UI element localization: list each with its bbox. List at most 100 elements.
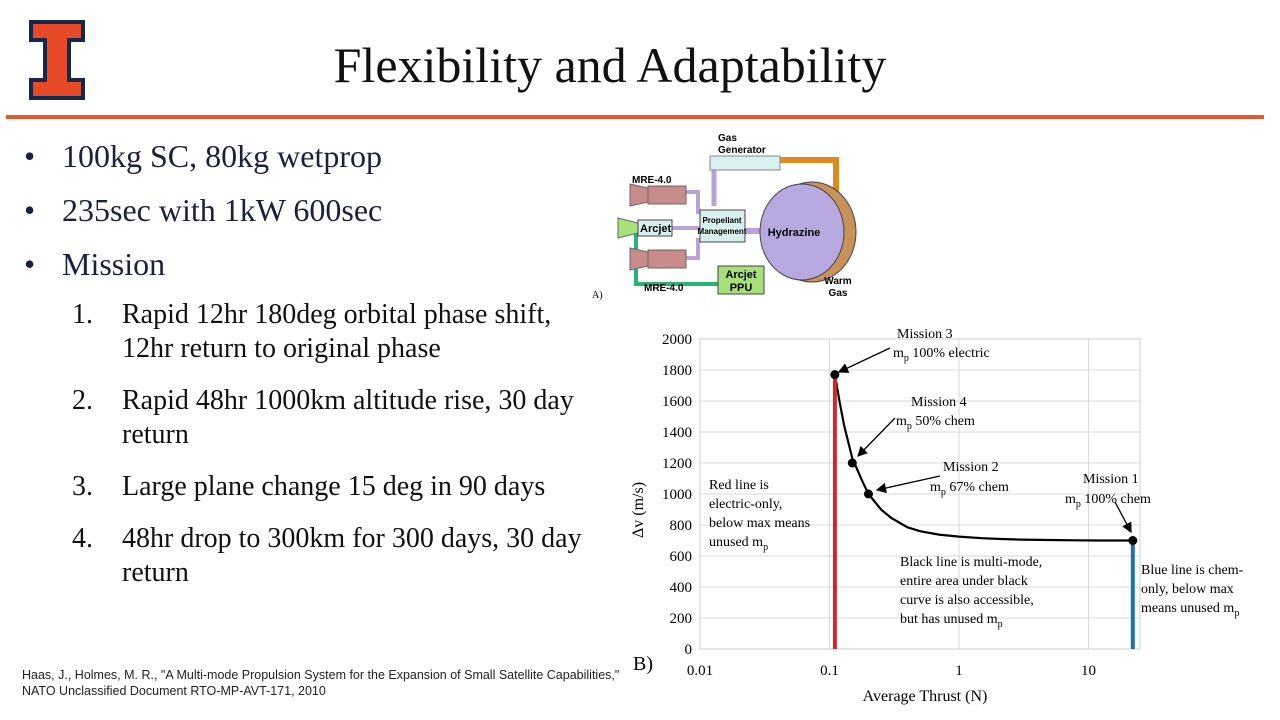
blue-line-note: Blue line is chem- only, below max means…: [1141, 563, 1244, 619]
gas-generator-label: Gas: [718, 133, 737, 144]
mission-2-detail: mp 67% chem: [930, 480, 1009, 498]
y-tick-label: 1600: [662, 394, 692, 410]
propulsion-diagram: Gas Generator MRE-4.0 Arcjet MRE-4.0 Pro…: [592, 133, 857, 301]
university-logo: [29, 20, 85, 100]
mission-point: [1128, 536, 1138, 545]
mission-text: 48hr drop to 300km for 300 days, 30 day …: [122, 523, 582, 588]
series-line-0: [833, 374, 1133, 542]
mission-number: 1.: [72, 299, 93, 330]
mission-number: 3.: [72, 471, 93, 502]
mission-3-label: Mission 3: [897, 327, 953, 342]
arrow-mission-1: [1114, 501, 1132, 534]
gas-generator-pipe: [780, 157, 839, 194]
mre-top-thruster: [647, 185, 687, 205]
mre-bottom-label: MRE-4.0: [644, 283, 684, 294]
arrow-mission-4: [857, 417, 896, 457]
svg-text:but has unused mp: but has unused mp: [900, 612, 1003, 630]
mission-4-detail: mp 50% chem: [896, 414, 975, 432]
svg-text:below max means: below max means: [709, 516, 810, 531]
y-tick-label: 0: [685, 642, 693, 658]
bullet-item: Mission: [24, 244, 594, 298]
arcjet-ppu-label: PPU: [730, 282, 753, 294]
mission-item: 3. Large plane change 15 deg in 90 days: [72, 470, 592, 504]
arcjet-label: Arcjet: [640, 223, 672, 235]
mission-text: Rapid 48hr 1000km altitude rise, 30 day …: [122, 385, 574, 450]
svg-text:unused mp: unused mp: [709, 535, 768, 553]
x-tick-label: 10: [1081, 663, 1096, 679]
svg-text:electric-only,: electric-only,: [709, 497, 782, 512]
delta-v-chart: 0 200 400 600 800 1000 1200 1400 1600 1800 2000 0.0…: [630, 327, 1244, 705]
y-tick-label: 2000: [662, 332, 692, 348]
svg-text:curve is also accessible,: curve is also accessible,: [900, 593, 1034, 608]
arrow-mission-2: [875, 475, 941, 494]
x-tick-label: 0.1: [820, 663, 839, 679]
slide-title: Flexibility and Adaptability: [333, 37, 887, 93]
propellant-management-label: Propellant: [702, 216, 741, 225]
mission-list: 1. Rapid 12hr 180deg orbital phase shift,…: [72, 298, 592, 608]
black-line-note: Black line is multi-mode, entire area un…: [900, 555, 1042, 630]
propellant-management-box: [699, 209, 746, 243]
plot-frame: [699, 338, 1141, 650]
warm-gas-label: Warm: [824, 276, 852, 287]
annotation-arrows: [837, 347, 1132, 534]
propellant-pipe-top: [711, 165, 722, 206]
red-line-note: Red line is electric-only, below max mea…: [709, 478, 810, 553]
title-divider: [6, 115, 1264, 119]
svg-text:only, below max: only, below max: [1141, 582, 1234, 597]
svg-text:entire area under black: entire area under black: [900, 574, 1028, 589]
mission-1-label: Mission 1: [1083, 472, 1139, 487]
bullet-list: 100kg SC, 80kg wetprop 235sec with 1kW 6…: [24, 136, 594, 298]
warm-gas-label: Gas: [829, 288, 848, 299]
propellant-pipe-mre-top: [686, 190, 700, 214]
arcjet-box: [637, 219, 673, 237]
mre-bottom-nozzle: [629, 247, 649, 271]
mission-number: 2.: [72, 385, 93, 416]
x-tick-label: 0.01: [687, 663, 713, 679]
arrow-mission-3: [837, 347, 891, 373]
mre-top-nozzle: [629, 183, 649, 207]
y-tick-label: 800: [670, 518, 693, 534]
chart-series: [832, 374, 1135, 649]
citation: Haas, J., Holmes, M. R., "A Multi-mode P…: [22, 668, 620, 698]
y-tick-label: 400: [670, 580, 693, 596]
y-tick-label: 1800: [662, 363, 692, 379]
arcjet-ppu-label: Arcjet: [725, 269, 757, 281]
gas-generator-label: Generator: [718, 145, 766, 156]
mission-item: 1. Rapid 12hr 180deg orbital phase shift,…: [72, 298, 592, 366]
panel-label-a: A): [592, 290, 603, 301]
svg-text:Red line is: Red line is: [709, 478, 769, 493]
y-axis-label: Δv (m/s): [630, 482, 647, 538]
mission-text: Large plane change 15 deg in 90 days: [122, 471, 546, 502]
x-tick-label: 1: [955, 663, 963, 679]
svg-text:Blue line is chem-: Blue line is chem-: [1141, 563, 1244, 578]
mission-text: Rapid 12hr 180deg orbital phase shift, 1…: [122, 299, 552, 364]
mission-point: [847, 458, 857, 468]
mission-item: 4. 48hr drop to 300km for 300 days, 30 da…: [72, 522, 592, 590]
mission-point: [830, 370, 840, 380]
chart-points: [830, 370, 1138, 545]
x-axis-label: Average Thrust (N): [863, 688, 988, 705]
svg-text:means unused mp: means unused mp: [1141, 601, 1239, 619]
mre-bottom-thruster: [647, 249, 687, 269]
panel-label-b: B): [633, 653, 653, 675]
bullet-item: 235sec with 1kW 600sec: [24, 190, 594, 244]
y-tick-label: 200: [670, 611, 693, 627]
mission-2-label: Mission 2: [943, 460, 999, 475]
mission-point: [863, 489, 873, 499]
chart-axes: 0 200 400 600 800 1000 1200 1400 1600 1800 2000 0.0…: [662, 332, 1141, 679]
mission-3-detail: mp 100% electric: [893, 346, 990, 364]
mission-1-detail: mp 100% chem: [1065, 492, 1151, 510]
hydrazine-label: Hydrazine: [768, 227, 821, 239]
mission-4-label: Mission 4: [911, 395, 967, 410]
bullet-item: 100kg SC, 80kg wetprop: [24, 136, 594, 190]
propellant-pipe-mre-bottom: [686, 238, 700, 260]
y-tick-label: 1200: [662, 456, 692, 472]
arcjet-ppu-box: [717, 265, 765, 295]
y-tick-label: 1000: [662, 487, 692, 503]
mre-top-label: MRE-4.0: [632, 175, 672, 186]
hydrazine-tank: [759, 183, 845, 281]
y-tick-label: 600: [670, 549, 693, 565]
mission-number: 4.: [72, 523, 93, 554]
svg-text:Black line is multi-mode,: Black line is multi-mode,: [900, 555, 1042, 570]
mission-item: 2. Rapid 48hr 1000km altitude rise, 30 da…: [72, 384, 592, 452]
